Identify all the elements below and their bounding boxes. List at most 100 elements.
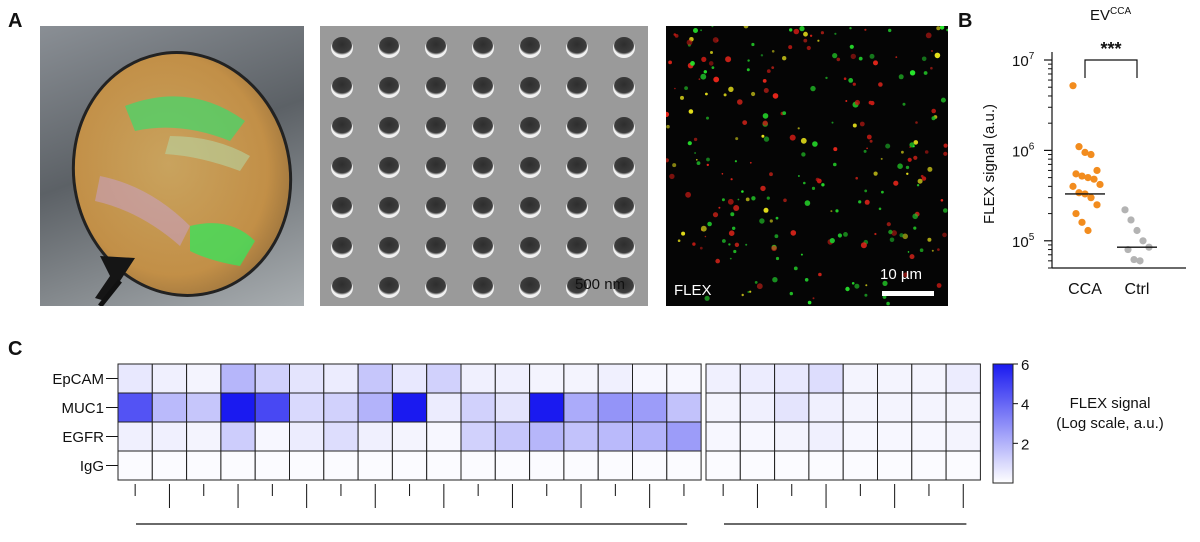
nanohole <box>567 37 587 55</box>
fluorescent-spot <box>708 61 714 66</box>
fluorescent-spot <box>854 283 860 289</box>
nanohole <box>614 157 634 175</box>
heatmap-cell <box>774 421 810 452</box>
fluorescent-spot <box>766 196 770 200</box>
fluorescent-spot <box>728 230 735 236</box>
fluorescent-spot <box>793 266 798 271</box>
data-point-cca <box>1069 182 1077 190</box>
fluorescent-spot <box>886 301 890 306</box>
nanohole <box>567 197 587 215</box>
fluorescent-spot <box>864 293 868 297</box>
heatmap-cell <box>494 421 531 452</box>
fluorescent-spot <box>924 150 929 154</box>
fluorescent-spot <box>730 212 735 217</box>
x-tick-label-cca: CCA <box>1068 281 1102 298</box>
nanohole <box>332 37 352 55</box>
fluorescent-spot <box>711 66 715 69</box>
fluorescence-scale-label: 10 µm <box>880 266 922 283</box>
fluorescent-spot <box>718 206 721 209</box>
heatmap-cell <box>911 363 947 394</box>
fluorescent-spot <box>905 165 910 170</box>
fluorescent-spot <box>902 233 908 240</box>
nanohole <box>379 197 399 215</box>
fluorescent-spot <box>774 234 779 239</box>
fluorescent-spot <box>816 178 822 184</box>
data-point-ctrl <box>1127 216 1135 224</box>
heatmap-cell <box>186 421 222 452</box>
fluorescent-spot <box>874 232 877 236</box>
fluorescent-spot <box>734 242 740 247</box>
heatmap-cell <box>666 421 702 452</box>
group-label-1: Benign (n = 8) <box>790 539 897 542</box>
heatmap-cell <box>460 392 496 423</box>
heatmap-cell <box>426 421 462 452</box>
group-label-suffix: = 8) <box>862 539 897 542</box>
fluorescent-spot <box>700 225 707 232</box>
fluorescent-spot <box>931 108 936 114</box>
fluorescent-spot <box>715 258 720 264</box>
fluorescent-spot <box>885 143 891 149</box>
fluorescent-spot <box>906 172 909 175</box>
nanohole <box>520 157 540 175</box>
data-point-ctrl <box>1130 255 1138 264</box>
colorbar-tick-label: 6 <box>1021 357 1029 374</box>
fluorescent-spot <box>789 28 793 32</box>
heatmap-cell <box>220 421 256 452</box>
fluorescent-spot <box>866 147 868 150</box>
fluorescent-spots <box>666 26 948 306</box>
fluorescent-spot <box>873 171 878 176</box>
fluorescent-spot <box>878 82 883 87</box>
heatmap-cell <box>426 392 462 423</box>
nanohole <box>567 237 587 255</box>
nanohole <box>426 277 446 295</box>
fluorescent-spot <box>698 78 701 81</box>
fluorescent-spot <box>834 32 837 35</box>
fluorescent-spot <box>677 239 681 242</box>
fluorescent-spot <box>830 210 833 213</box>
fluorescent-spot <box>704 295 710 301</box>
fluorescent-spot <box>745 243 748 246</box>
y-tick-exponent: 5 <box>1029 232 1035 243</box>
significance-bracket <box>1084 59 1138 78</box>
nanohole-array <box>331 37 635 298</box>
data-point-cca <box>1078 218 1086 226</box>
fluorescent-spot <box>742 120 748 125</box>
fluorescent-spot <box>704 235 707 238</box>
nanohole <box>473 277 493 295</box>
heatmap-cell <box>632 421 668 452</box>
chart-title-superscript: CCA <box>1110 6 1131 17</box>
heatmap-cell <box>460 450 496 481</box>
fluorescent-spot <box>927 166 933 172</box>
heatmap-cell <box>186 392 222 423</box>
fluorescent-spot <box>850 53 856 60</box>
fluorescent-spot <box>760 54 764 57</box>
heatmap-cell <box>774 363 810 394</box>
heatmap-cell <box>391 421 428 452</box>
heatmap-cell <box>911 450 947 481</box>
colorbar-label-line2: (Log scale, a.u.) <box>1056 415 1164 432</box>
fluorescent-spot <box>946 28 948 32</box>
fluorescent-spot <box>674 87 676 90</box>
fluorescent-spot <box>859 121 865 127</box>
fluorescent-spot <box>863 149 867 153</box>
fluorescent-spot <box>729 257 732 260</box>
nanohole <box>426 37 446 55</box>
fluorescent-spot <box>858 56 863 61</box>
fluorescent-spot <box>917 178 923 184</box>
heatmap-cell <box>391 363 428 394</box>
heatmap-cell <box>739 450 776 481</box>
sem-scale-label: 500 nm <box>575 276 626 293</box>
heatmap-cell <box>632 392 668 423</box>
heatmap-row-label: MUC1 <box>61 400 104 417</box>
heatmap-cell <box>220 392 256 423</box>
fluorescent-spot <box>898 74 904 80</box>
fluorescent-spot <box>716 39 719 42</box>
fluorescent-spot <box>837 233 842 238</box>
heatmap-cell <box>357 392 393 423</box>
heatmap-cell <box>632 450 668 481</box>
heatmap-cell <box>563 392 599 423</box>
nanohole <box>614 117 634 135</box>
fluorescent-spot <box>909 146 911 148</box>
fluorescent-spot <box>801 152 806 157</box>
heatmap-cell <box>151 450 188 481</box>
